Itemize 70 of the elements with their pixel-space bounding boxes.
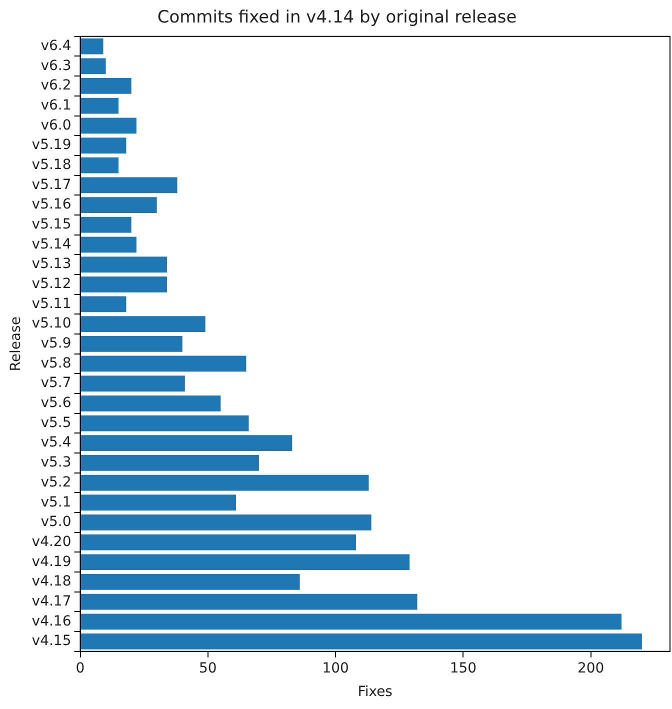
- y-tick-label: v4.18: [32, 574, 72, 590]
- y-tick-label: v5.10: [32, 316, 72, 332]
- y-tick-label: v5.11: [32, 296, 72, 312]
- x-tick-label: 150: [450, 660, 477, 676]
- y-tick-label: v5.5: [40, 414, 72, 431]
- x-tick-label: 200: [577, 660, 604, 676]
- y-tick-label: v6.1: [40, 97, 72, 114]
- bar: [80, 494, 236, 511]
- y-tick-label: v5.3: [40, 454, 72, 471]
- y-tick-label: v5.7: [40, 375, 72, 392]
- y-tick-label: v5.0: [40, 514, 72, 530]
- bar: [80, 157, 119, 174]
- bar: [80, 296, 126, 312]
- bar: [80, 376, 185, 392]
- y-tick-label: v6.0: [40, 117, 72, 134]
- bar: [80, 316, 206, 332]
- bar: [80, 58, 106, 74]
- bar: [80, 395, 221, 412]
- bar: [80, 197, 157, 213]
- bar: [80, 256, 168, 272]
- bar: [80, 216, 132, 233]
- x-tick-label: 100: [322, 660, 349, 676]
- bar: [80, 454, 259, 471]
- y-tick-label: v5.17: [32, 176, 72, 193]
- bar: [80, 554, 410, 570]
- y-tick-label: v5.13: [32, 256, 72, 272]
- y-tick-label: v6.4: [40, 38, 72, 54]
- y-tick-label: v5.16: [32, 196, 72, 213]
- bar: [80, 138, 126, 154]
- x-tick-label: 50: [198, 660, 217, 676]
- bar: [80, 574, 300, 590]
- bar: [80, 514, 372, 530]
- bar: [80, 474, 369, 491]
- bar: [80, 356, 246, 372]
- y-tick-label: v4.17: [32, 593, 72, 610]
- y-tick-label: v5.2: [40, 474, 72, 490]
- y-tick-label: v5.14: [32, 236, 72, 252]
- bar: [80, 38, 104, 54]
- y-tick-label: v5.8: [40, 355, 72, 372]
- bar: [80, 236, 136, 253]
- x-axis-title: Fixes: [358, 684, 392, 700]
- y-tick-label: v6.3: [40, 58, 72, 74]
- bar: [80, 594, 418, 610]
- y-tick-label: v4.16: [32, 613, 72, 630]
- y-tick-label: v4.20: [32, 534, 72, 550]
- y-tick-label: v5.18: [32, 156, 72, 173]
- bar: [80, 98, 119, 114]
- y-tick-label: v5.19: [32, 137, 72, 154]
- y-tick-label: v5.9: [40, 336, 72, 352]
- y-tick-label: v5.4: [40, 434, 72, 451]
- bar: [80, 118, 136, 134]
- y-axis-title: Release: [8, 316, 24, 372]
- bar: [80, 534, 356, 550]
- bar: [80, 435, 292, 452]
- bar: [80, 614, 622, 630]
- bar: [80, 336, 182, 352]
- bar: [80, 78, 132, 94]
- y-tick-label: v5.6: [40, 395, 72, 412]
- chart-title: Commits fixed in v4.14 by original release: [157, 8, 517, 28]
- x-tick-label: 0: [76, 660, 85, 676]
- bar: [80, 177, 178, 194]
- y-tick-label: v4.15: [32, 633, 72, 650]
- y-tick-label: v6.2: [40, 78, 72, 94]
- bar: [80, 634, 642, 650]
- y-tick-label: v4.19: [32, 554, 72, 570]
- y-tick-label: v5.12: [32, 276, 72, 292]
- y-tick-label: v5.15: [32, 216, 72, 233]
- y-tick-label: v5.1: [40, 494, 72, 510]
- bar: [80, 415, 249, 432]
- bar: [80, 276, 168, 292]
